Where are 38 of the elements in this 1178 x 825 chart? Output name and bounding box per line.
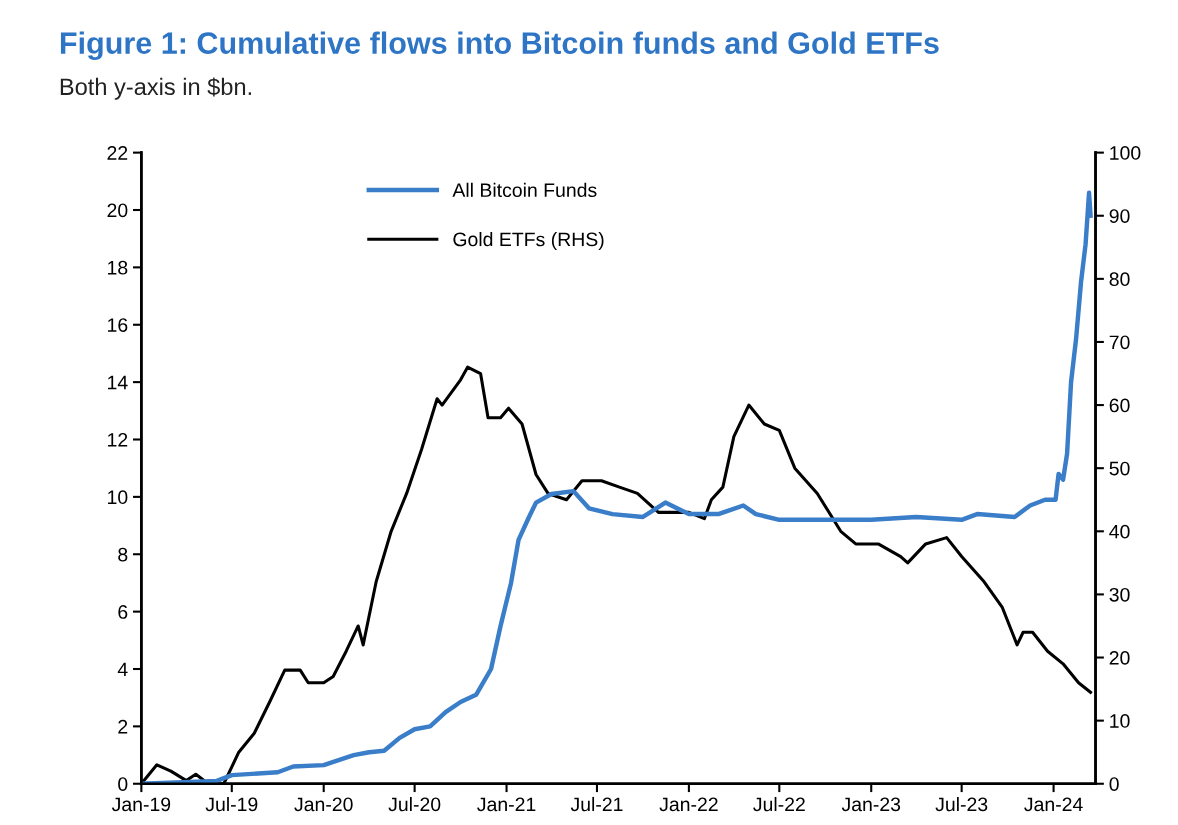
x-tick-label: Jul-23 xyxy=(935,796,988,812)
x-tick-label: Jul-21 xyxy=(570,796,623,812)
y2-tick-label: 70 xyxy=(1109,335,1130,350)
legend-label: Gold ETFs (RHS) xyxy=(453,231,604,251)
y-tick-label: 20 xyxy=(107,203,128,218)
y-tick-label: 4 xyxy=(117,662,128,677)
y-tick-label: 12 xyxy=(108,432,128,447)
x-tick-label: Jan-23 xyxy=(841,797,901,812)
x-tick-label: Jan-24 xyxy=(1024,797,1083,812)
y2-tick-label: 30 xyxy=(1109,587,1130,602)
y-tick-label: 0 xyxy=(118,777,128,791)
x-tick-label: Jul-19 xyxy=(205,796,258,812)
y2-tick-label: 90 xyxy=(1109,209,1130,223)
y-tick-label: 22 xyxy=(107,146,128,160)
y2-tick-label: 60 xyxy=(1109,398,1130,413)
y-tick-label: 8 xyxy=(118,547,128,562)
x-tick-label: Jul-22 xyxy=(753,796,805,812)
y2-tick-label: 20 xyxy=(1109,650,1130,665)
y-tick-label: 6 xyxy=(118,605,128,619)
y-tick-label: 18 xyxy=(108,260,128,275)
x-tick-label: Jul-20 xyxy=(388,796,441,812)
x-tick-label: Jan-21 xyxy=(477,797,536,812)
y-tick-label: 16 xyxy=(108,318,128,332)
y2-tick-label: 100 xyxy=(1110,146,1141,160)
y2-tick-label: 40 xyxy=(1109,524,1130,539)
y2-tick-label: 50 xyxy=(1109,461,1130,476)
y-tick-label: 2 xyxy=(118,719,128,734)
x-tick-label: Jan-22 xyxy=(659,797,718,812)
y-tick-label: 10 xyxy=(108,490,128,505)
y2-tick-label: 0 xyxy=(1109,777,1119,791)
y-tick-label: 14 xyxy=(108,375,128,390)
chart-title: Figure 1: Cumulative flows into Bitcoin funds and Gold ETFs xyxy=(60,31,939,61)
chart-subtitle: Both y-axis in $bn. xyxy=(60,77,251,100)
x-tick-label: Jan-19 xyxy=(111,797,171,812)
x-tick-label: Jan-20 xyxy=(294,797,353,812)
y2-tick-label: 10 xyxy=(1110,714,1130,728)
y2-tick-label: 80 xyxy=(1109,272,1130,287)
legend-label: All Bitcoin Funds xyxy=(452,182,597,198)
